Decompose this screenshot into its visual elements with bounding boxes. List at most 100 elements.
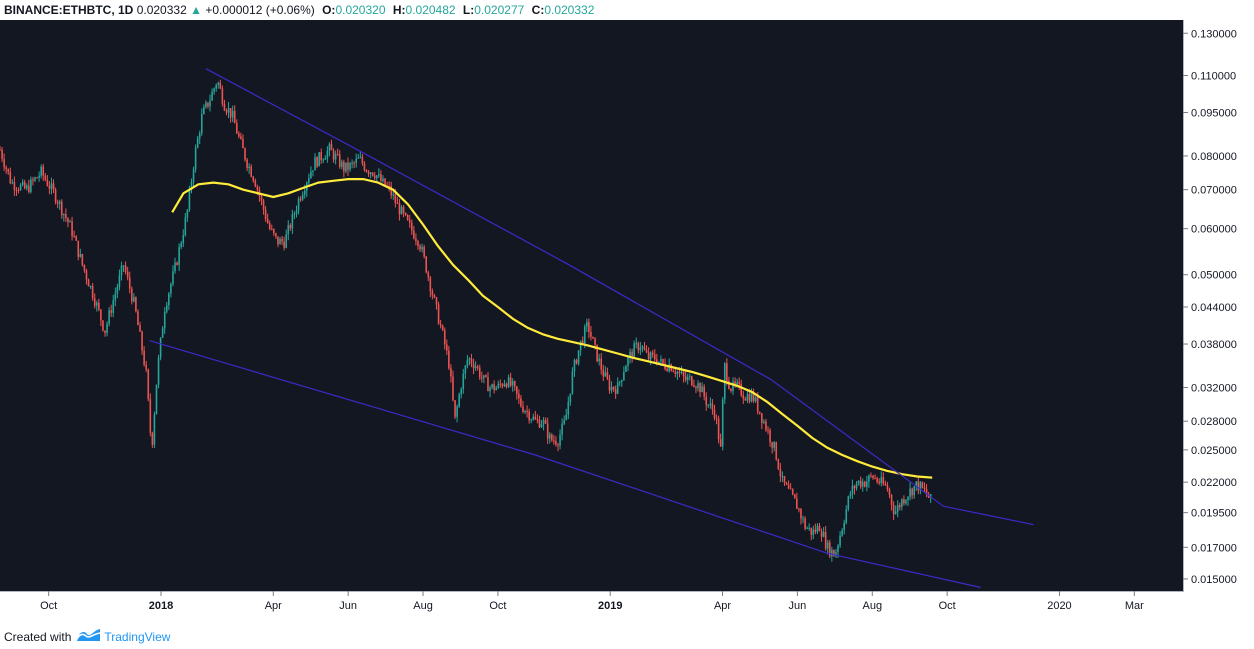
candle-body[interactable]	[184, 217, 187, 236]
candle-body[interactable]	[75, 236, 77, 241]
candle-body[interactable]	[460, 389, 463, 395]
candle-body[interactable]	[36, 177, 38, 179]
candle-body[interactable]	[831, 549, 833, 557]
candle-body[interactable]	[695, 386, 697, 389]
candle-body[interactable]	[104, 330, 106, 333]
candle-body[interactable]	[532, 416, 535, 420]
candle-body[interactable]	[614, 389, 617, 394]
candle-body[interactable]	[806, 528, 808, 530]
candle-body[interactable]	[839, 535, 841, 546]
candle-body[interactable]	[380, 174, 382, 182]
candlestick-series[interactable]	[0, 79, 932, 562]
candle-body[interactable]	[441, 325, 444, 331]
candle-body[interactable]	[357, 157, 360, 159]
candle-body[interactable]	[155, 384, 158, 415]
candle-body[interactable]	[672, 370, 675, 372]
candle-body[interactable]	[870, 475, 872, 477]
candle-body[interactable]	[34, 177, 36, 181]
candle-body[interactable]	[756, 397, 759, 412]
candle-body[interactable]	[625, 366, 627, 373]
candle-body[interactable]	[656, 359, 658, 364]
candle-body[interactable]	[779, 468, 782, 477]
candle-body[interactable]	[295, 210, 298, 214]
candle-body[interactable]	[629, 351, 631, 358]
candle-body[interactable]	[435, 297, 438, 305]
candle-body[interactable]	[513, 381, 516, 387]
candle-body[interactable]	[172, 271, 174, 284]
candle-body[interactable]	[849, 493, 852, 497]
candle-body[interactable]	[359, 156, 362, 158]
candle-body[interactable]	[289, 225, 292, 229]
candle-body[interactable]	[400, 206, 403, 215]
candle-body[interactable]	[911, 488, 913, 496]
candle-body[interactable]	[868, 475, 870, 482]
candle-body[interactable]	[468, 358, 471, 360]
candle-body[interactable]	[647, 352, 650, 360]
candle-body[interactable]	[196, 138, 199, 148]
candle-body[interactable]	[332, 150, 335, 160]
candle-body[interactable]	[876, 478, 878, 482]
candle-body[interactable]	[415, 238, 417, 242]
candle-body[interactable]	[713, 409, 716, 418]
candle-body[interactable]	[345, 162, 347, 172]
candle-body[interactable]	[110, 310, 112, 313]
candle-body[interactable]	[565, 414, 568, 421]
candle-body[interactable]	[143, 350, 145, 365]
candle-body[interactable]	[3, 158, 5, 168]
candle-body[interactable]	[448, 350, 450, 369]
candle-body[interactable]	[462, 373, 465, 390]
candle-body[interactable]	[69, 221, 71, 223]
candle-body[interactable]	[273, 229, 275, 234]
candle-body[interactable]	[188, 189, 191, 210]
candle-body[interactable]	[754, 397, 757, 402]
candle-body[interactable]	[746, 394, 749, 401]
candle-body[interactable]	[297, 198, 300, 211]
candle-body[interactable]	[604, 372, 607, 377]
candle-body[interactable]	[394, 194, 397, 203]
candle-body[interactable]	[178, 247, 180, 265]
candle-body[interactable]	[697, 383, 699, 389]
candle-body[interactable]	[798, 508, 800, 510]
candle-body[interactable]	[176, 262, 178, 265]
candle-body[interactable]	[901, 499, 903, 507]
candle-body[interactable]	[159, 337, 162, 358]
candle-body[interactable]	[207, 102, 209, 107]
candle-body[interactable]	[758, 411, 761, 414]
candle-body[interactable]	[186, 209, 189, 218]
candle-body[interactable]	[411, 222, 413, 231]
candle-body[interactable]	[139, 325, 141, 332]
candle-body[interactable]	[888, 489, 891, 495]
candle-body[interactable]	[495, 387, 498, 391]
candle-body[interactable]	[835, 552, 837, 557]
candle-body[interactable]	[456, 406, 458, 417]
candle-body[interactable]	[538, 419, 541, 428]
candle-body[interactable]	[48, 185, 51, 189]
candle-body[interactable]	[621, 380, 623, 382]
candle-body[interactable]	[133, 297, 135, 302]
candle-body[interactable]	[365, 170, 368, 172]
candle-body[interactable]	[923, 487, 926, 489]
candle-body[interactable]	[413, 230, 415, 239]
candle-body[interactable]	[787, 484, 790, 489]
candle-body[interactable]	[231, 110, 234, 118]
candle-body[interactable]	[470, 358, 473, 364]
candle-body[interactable]	[71, 221, 73, 237]
candle-body[interactable]	[818, 525, 821, 532]
candle-body[interactable]	[730, 388, 732, 392]
candle-body[interactable]	[676, 371, 679, 374]
candle-body[interactable]	[497, 383, 500, 388]
candle-body[interactable]	[653, 354, 656, 360]
candle-body[interactable]	[563, 420, 565, 424]
candle-body[interactable]	[896, 505, 899, 512]
candle-body[interactable]	[408, 220, 411, 223]
candle-body[interactable]	[793, 494, 796, 499]
tradingview-logo-icon[interactable]	[75, 628, 101, 647]
candle-body[interactable]	[721, 399, 724, 447]
candle-body[interactable]	[85, 270, 88, 280]
candle-body[interactable]	[551, 434, 553, 441]
candle-body[interactable]	[890, 494, 893, 505]
candle-body[interactable]	[102, 320, 104, 331]
candle-body[interactable]	[637, 343, 640, 351]
candle-body[interactable]	[796, 498, 798, 509]
candle-body[interactable]	[837, 545, 839, 553]
